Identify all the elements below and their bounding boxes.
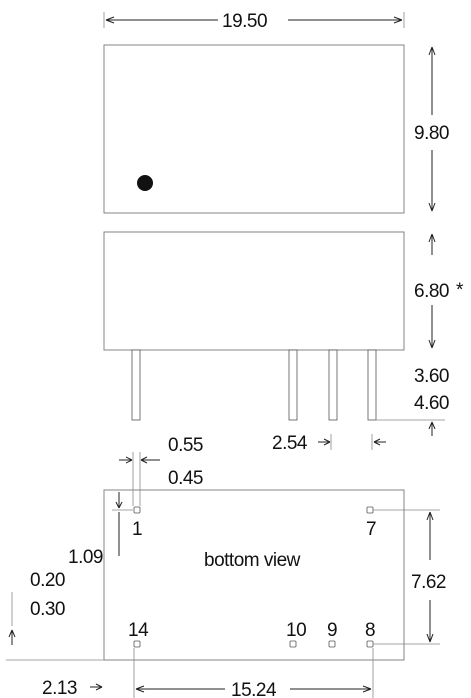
- top-view-body: [103, 44, 405, 214]
- side-pin: [288, 349, 298, 421]
- side-view-body: [103, 231, 405, 351]
- span-label: 15.24: [231, 680, 277, 698]
- side-pin: [367, 349, 377, 421]
- top-view: 19.50 9.80: [103, 11, 449, 214]
- pin-number-14: 14: [128, 620, 149, 641]
- pin-width-b-label: 0.45: [168, 468, 203, 489]
- pin-pad-1: [133, 506, 141, 514]
- pin-width-a-label: 0.55: [168, 435, 203, 456]
- pin-pad-14: [133, 640, 141, 648]
- pin-length-min-label: 3.60: [414, 366, 449, 387]
- pin-number-8: 8: [365, 620, 375, 641]
- top-width-label: 19.50: [222, 11, 267, 32]
- pin-pad-9: [328, 640, 336, 648]
- side-view: 6.80 * 3.60 4.60 2.54: [103, 231, 465, 454]
- pin-number-7: 7: [366, 519, 376, 540]
- pin-number-9: 9: [327, 620, 337, 641]
- side-height-asterisk: *: [456, 280, 464, 301]
- bottom-view-body: [103, 489, 405, 661]
- pin-pitch-label: 2.54: [272, 433, 308, 454]
- side-height-label: 6.80: [414, 281, 449, 302]
- bottom-offset-b-label: 0.30: [30, 599, 65, 620]
- pin-number-1: 1: [132, 519, 142, 540]
- bottom-view-title: bottom view: [204, 550, 301, 571]
- top-height-label: 9.80: [414, 123, 449, 144]
- pin-length-max-label: 4.60: [414, 393, 449, 414]
- pin1-marker-dot: [137, 175, 153, 191]
- pin-pad-8: [366, 640, 374, 648]
- side-pin: [131, 349, 141, 421]
- edge-offset-label: 2.13: [42, 678, 77, 698]
- side-pin: [328, 349, 338, 421]
- row-spacing-label: 7.62: [411, 572, 446, 593]
- pin-number-10: 10: [286, 620, 306, 641]
- pin-pad-10: [289, 640, 297, 648]
- left-offset-label: 1.09: [68, 547, 103, 568]
- pin-pad-7: [366, 506, 374, 514]
- bottom-offset-a-label: 0.20: [30, 570, 65, 591]
- bottom-view: bottom view 1 7 14 10 9 8 0.55 0.45 1.09…: [6, 435, 446, 698]
